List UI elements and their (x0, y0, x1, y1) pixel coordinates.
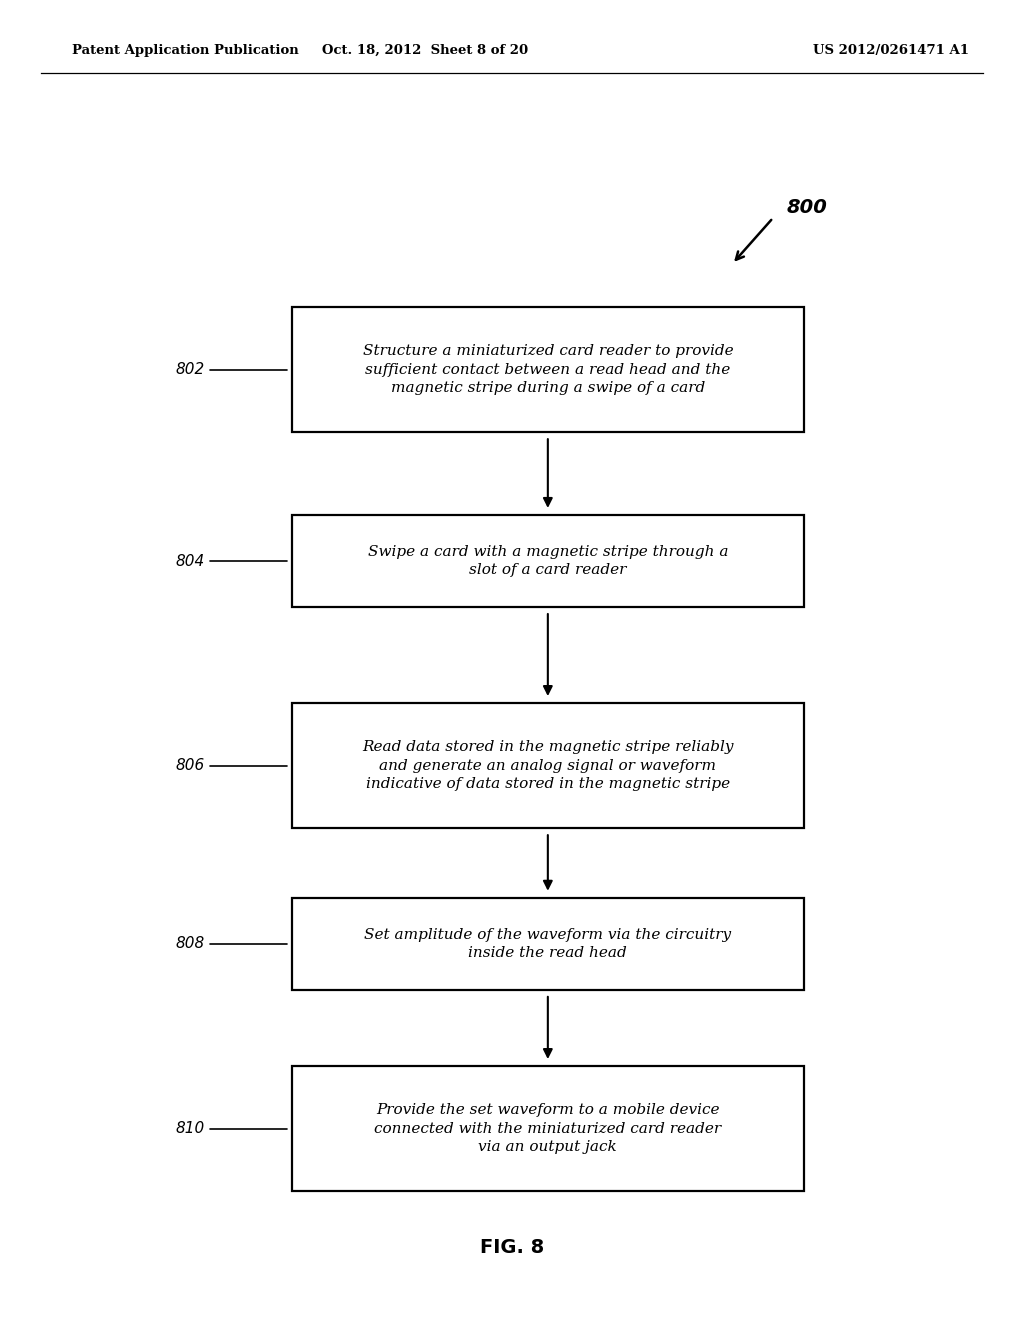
Text: 804: 804 (175, 553, 205, 569)
Text: Swipe a card with a magnetic stripe through a
slot of a card reader: Swipe a card with a magnetic stripe thro… (368, 545, 728, 577)
Text: US 2012/0261471 A1: US 2012/0261471 A1 (813, 44, 969, 57)
Text: Patent Application Publication: Patent Application Publication (72, 44, 298, 57)
Text: Provide the set waveform to a mobile device
connected with the miniaturized card: Provide the set waveform to a mobile dev… (375, 1104, 721, 1154)
FancyBboxPatch shape (292, 1067, 804, 1191)
Text: 802: 802 (175, 362, 205, 378)
Text: 806: 806 (175, 758, 205, 774)
FancyBboxPatch shape (292, 702, 804, 829)
Text: 800: 800 (786, 198, 827, 216)
Text: 810: 810 (175, 1121, 205, 1137)
FancyBboxPatch shape (292, 308, 804, 433)
FancyBboxPatch shape (292, 515, 804, 607)
Text: Read data stored in the magnetic stripe reliably
and generate an analog signal o: Read data stored in the magnetic stripe … (362, 741, 733, 791)
Text: Structure a miniaturized card reader to provide
sufficient contact between a rea: Structure a miniaturized card reader to … (362, 345, 733, 395)
Text: FIG. 8: FIG. 8 (480, 1238, 544, 1257)
Text: 808: 808 (175, 936, 205, 952)
Text: Set amplitude of the waveform via the circuitry
inside the read head: Set amplitude of the waveform via the ci… (365, 928, 731, 960)
FancyBboxPatch shape (292, 898, 804, 990)
Text: Oct. 18, 2012  Sheet 8 of 20: Oct. 18, 2012 Sheet 8 of 20 (322, 44, 528, 57)
